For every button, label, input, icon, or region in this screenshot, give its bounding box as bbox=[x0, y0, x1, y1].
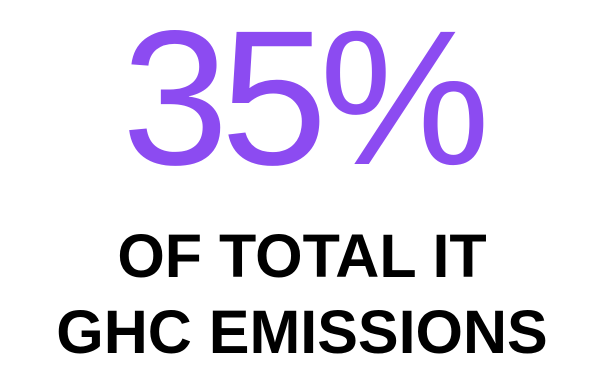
stat-caption-line-2: GHC EMISSIONS bbox=[56, 298, 548, 366]
stat-percentage: 35% bbox=[121, 0, 490, 205]
stat-caption-line-1: OF TOTAL IT bbox=[117, 222, 487, 290]
stat-caption: OF TOTAL IT GHC EMISSIONS bbox=[0, 218, 604, 370]
